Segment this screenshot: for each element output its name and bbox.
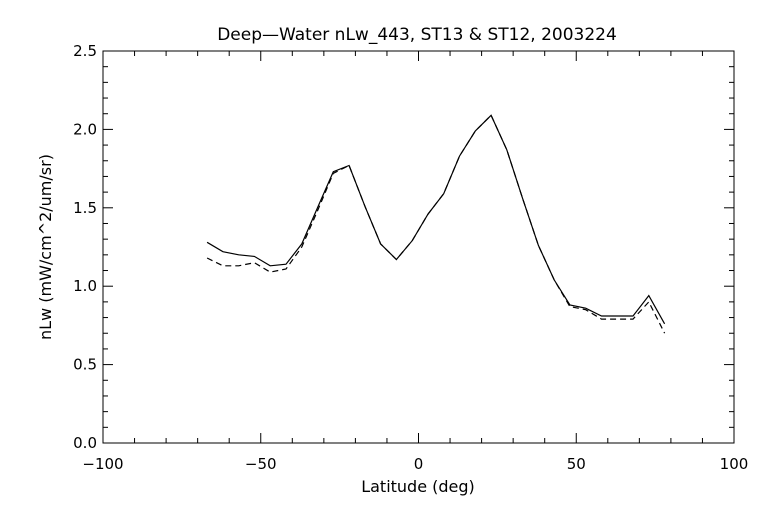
x-axis-label: Latitude (deg) [361, 477, 475, 496]
chart-title: Deep—Water nLw_443, ST13 & ST12, 2003224 [217, 25, 617, 45]
y-axis-label: nLw (mW/cm^2/um/sr) [36, 154, 55, 340]
axis-ticks [102, 50, 735, 444]
series-line-solid [206, 114, 666, 325]
axis-tick-labels: −100 −50 0 50 100 0.0 0.5 1.0 1.5 2.0 2.5 [73, 42, 748, 473]
y-tick-label: 1.5 [73, 199, 97, 217]
y-tick-label: 2.5 [73, 42, 97, 60]
y-tick-label: 1.0 [73, 277, 97, 295]
y-tick-label: 0.5 [73, 356, 97, 374]
series-line-dashed [206, 114, 666, 334]
y-tick-label: 0.0 [73, 434, 97, 452]
x-tick-label: 0 [414, 455, 424, 473]
series-layer [206, 114, 666, 334]
y-tick-label: 2.0 [73, 120, 97, 138]
plot-frame [102, 50, 735, 444]
x-tick-label: −50 [245, 455, 277, 473]
x-tick-label: −100 [82, 455, 123, 473]
x-tick-label: 50 [567, 455, 586, 473]
x-tick-label: 100 [720, 455, 749, 473]
